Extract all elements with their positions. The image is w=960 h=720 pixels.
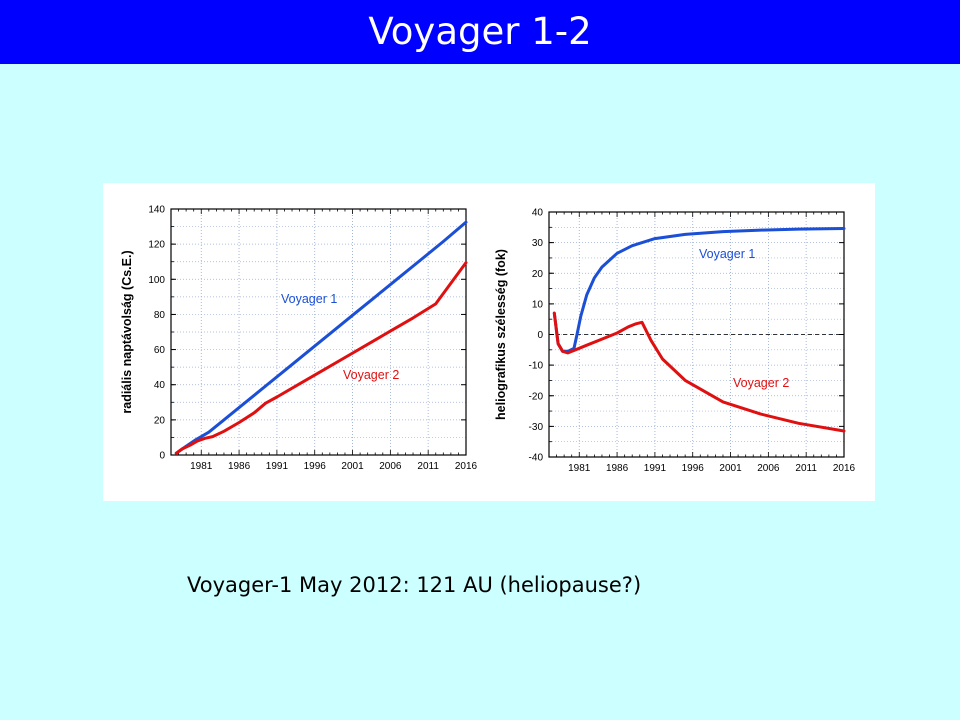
x-tick-label: 1996 — [682, 463, 705, 474]
series-label: Voyager 1 — [699, 247, 755, 261]
y-tick-label: 40 — [154, 380, 166, 391]
x-tick-label: 2016 — [833, 463, 856, 474]
x-tick-label: 2001 — [719, 463, 742, 474]
y-tick-label: 20 — [532, 269, 544, 280]
x-tick-label: 1986 — [606, 463, 629, 474]
y-tick-label: 20 — [154, 415, 166, 426]
x-tick-label: 1991 — [644, 463, 667, 474]
chart-figure: 0 20 40 60 80 100 120 140 1981 1986 1991 1996 2001 20… — [103, 183, 875, 501]
y-tick-label: 0 — [537, 330, 543, 341]
chart-panel-2: -40 -30 -20 -10 0 10 20 30 40 1981 1986 1991 1996 200… — [494, 208, 856, 475]
x-tick-label: 2006 — [757, 463, 780, 474]
y-tick-label: 100 — [148, 275, 165, 286]
x-tick-label: 1981 — [568, 463, 591, 474]
x-tick-label: 1996 — [304, 461, 327, 472]
series-label: Voyager 2 — [343, 368, 399, 382]
y-tick-label: 40 — [532, 208, 544, 219]
x-tick-label: 2011 — [795, 463, 817, 474]
x-tick-label: 1991 — [266, 461, 289, 472]
y-tick-label: 80 — [154, 310, 166, 321]
y-tick-label: 30 — [532, 238, 544, 249]
series-line-voyager-2 — [552, 311, 846, 433]
y-tick-label: 0 — [159, 451, 165, 462]
y-tick-label: 60 — [154, 345, 166, 356]
title-bar: Voyager 1-2 — [0, 0, 960, 64]
slide-title: Voyager 1-2 — [368, 10, 592, 53]
y-tick-label: 10 — [532, 299, 544, 310]
y-tick-label: 140 — [148, 205, 165, 216]
series-line-voyager-1 — [174, 220, 468, 455]
x-tick-label: 1981 — [190, 461, 213, 472]
x-tick-label: 2001 — [341, 461, 364, 472]
series-label: Voyager 2 — [733, 376, 789, 390]
series-line-voyager-2 — [174, 261, 468, 455]
y-tick-label: -10 — [529, 361, 544, 372]
x-tick-label: 2016 — [455, 461, 478, 472]
x-tick-label: 1986 — [228, 461, 251, 472]
chart-panel-1: 0 20 40 60 80 100 120 140 1981 1986 1991 1996 2001 20… — [120, 205, 478, 473]
y-tick-label: 120 — [148, 240, 165, 251]
series-label: Voyager 1 — [281, 292, 337, 306]
y-axis-label: heliografikus szélesség (fok) — [494, 249, 508, 420]
x-tick-label: 2011 — [417, 461, 439, 472]
y-tick-label: -30 — [529, 422, 544, 433]
slide-caption: Voyager-1 May 2012: 121 AU (heliopause?) — [187, 573, 642, 597]
y-tick-label: -40 — [529, 453, 544, 464]
x-tick-label: 2006 — [379, 461, 402, 472]
y-tick-label: -20 — [529, 391, 544, 402]
y-axis-label: radiális naptávolság (Cs.E.) — [120, 250, 134, 413]
